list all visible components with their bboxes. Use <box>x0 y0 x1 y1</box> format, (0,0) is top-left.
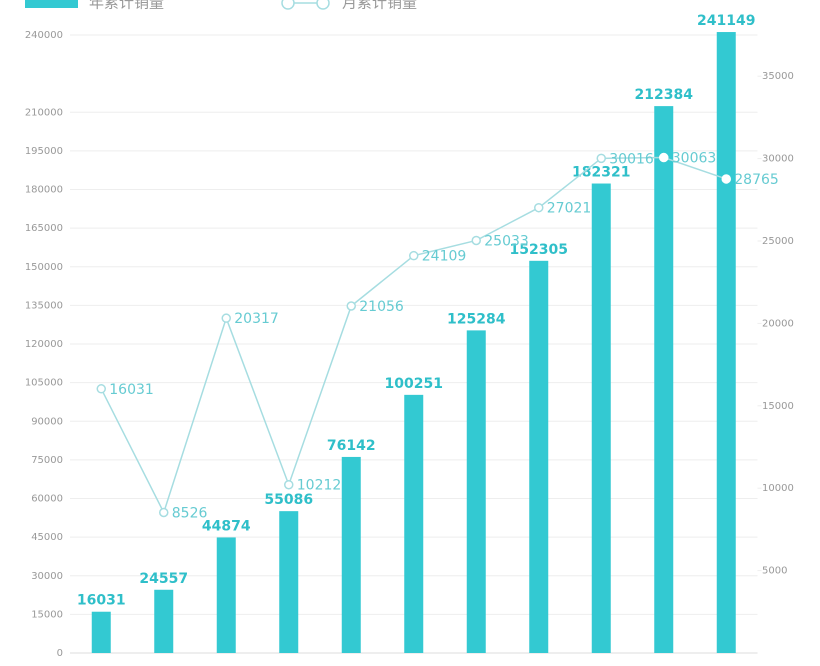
y-tick-label: 60000 <box>31 494 63 505</box>
line-value-label: 20317 <box>234 311 279 327</box>
line-value-label: 30016 <box>609 151 654 167</box>
bar <box>91 611 111 653</box>
legend-dot <box>316 0 330 10</box>
line-point <box>596 153 606 164</box>
bar <box>529 260 549 653</box>
y-tick-label: 210000 <box>25 107 63 118</box>
bar-value-label: 44874 <box>202 518 251 534</box>
y-tick-label: 105000 <box>25 378 63 389</box>
line-value-label: 16031 <box>109 382 154 398</box>
y-tick-label: 135000 <box>25 300 63 311</box>
y2-tick-label: 25000 <box>762 236 794 247</box>
line-value-label: 10212 <box>297 478 342 494</box>
bar-value-label: 76142 <box>327 438 376 454</box>
y-tick-label: 45000 <box>31 532 63 543</box>
y-tick-label: 150000 <box>25 262 63 273</box>
bar <box>716 32 736 654</box>
line-value-label: 21056 <box>359 299 404 315</box>
y2-tick-label: 15000 <box>762 401 794 412</box>
bar-value-label: 212384 <box>635 87 694 103</box>
line-point <box>659 152 669 163</box>
legend-dot <box>281 0 295 10</box>
y-tick-label: 30000 <box>31 571 63 582</box>
line-point <box>471 235 481 246</box>
y-tick-label: 120000 <box>25 339 63 350</box>
bar-value-label: 16031 <box>77 593 126 609</box>
line-point <box>534 202 544 213</box>
line-point <box>96 384 106 394</box>
legend-swatch <box>25 0 78 8</box>
line-point <box>346 301 356 311</box>
line-value-label: 8526 <box>172 505 208 521</box>
line-point <box>221 313 231 323</box>
bar <box>591 183 611 653</box>
line-point <box>721 174 731 184</box>
y-tick-label: 240000 <box>25 30 63 41</box>
y2-tick-label: 35000 <box>762 71 794 82</box>
y-tick-label: 180000 <box>25 185 63 196</box>
bar-value-label: 24557 <box>139 571 188 587</box>
y-tick-label: 90000 <box>31 416 63 427</box>
bar-value-label: 100251 <box>385 376 443 392</box>
legend-label: 年累计销量 <box>89 0 164 12</box>
y-tick-label: 165000 <box>25 223 63 234</box>
bar <box>341 456 361 653</box>
y2-tick-label: 10000 <box>762 483 794 494</box>
line-value-label: 28765 <box>734 172 779 188</box>
y2-tick-label: 5000 <box>762 566 787 577</box>
y-tick-label: 195000 <box>25 146 63 157</box>
bar-value-label: 182321 <box>572 165 630 181</box>
y-tick-label: 0 <box>57 648 63 659</box>
line-value-label: 24109 <box>422 249 467 265</box>
bar <box>654 106 674 653</box>
y-tick-label: 75000 <box>31 455 63 466</box>
y-tick-label: 15000 <box>31 609 63 620</box>
bar <box>404 394 424 653</box>
line-value-label: 25033 <box>484 233 529 249</box>
line-point <box>409 250 419 261</box>
bar-value-label: 241149 <box>697 13 755 29</box>
line-point <box>284 479 294 490</box>
y2-tick-label: 30000 <box>762 154 794 165</box>
y2-tick-label: 20000 <box>762 318 794 329</box>
bar <box>466 330 486 653</box>
bar-value-label: 152305 <box>510 242 568 258</box>
bar <box>154 589 174 653</box>
line-point <box>159 507 169 518</box>
bar-value-label: 55086 <box>264 492 313 508</box>
legend-label: 月累计销量 <box>342 0 417 12</box>
bar <box>279 511 299 653</box>
bar <box>216 537 236 653</box>
line-value-label: 27021 <box>547 201 592 217</box>
line-value-label: 30063 <box>672 151 717 167</box>
bar-value-label: 125284 <box>447 311 506 327</box>
